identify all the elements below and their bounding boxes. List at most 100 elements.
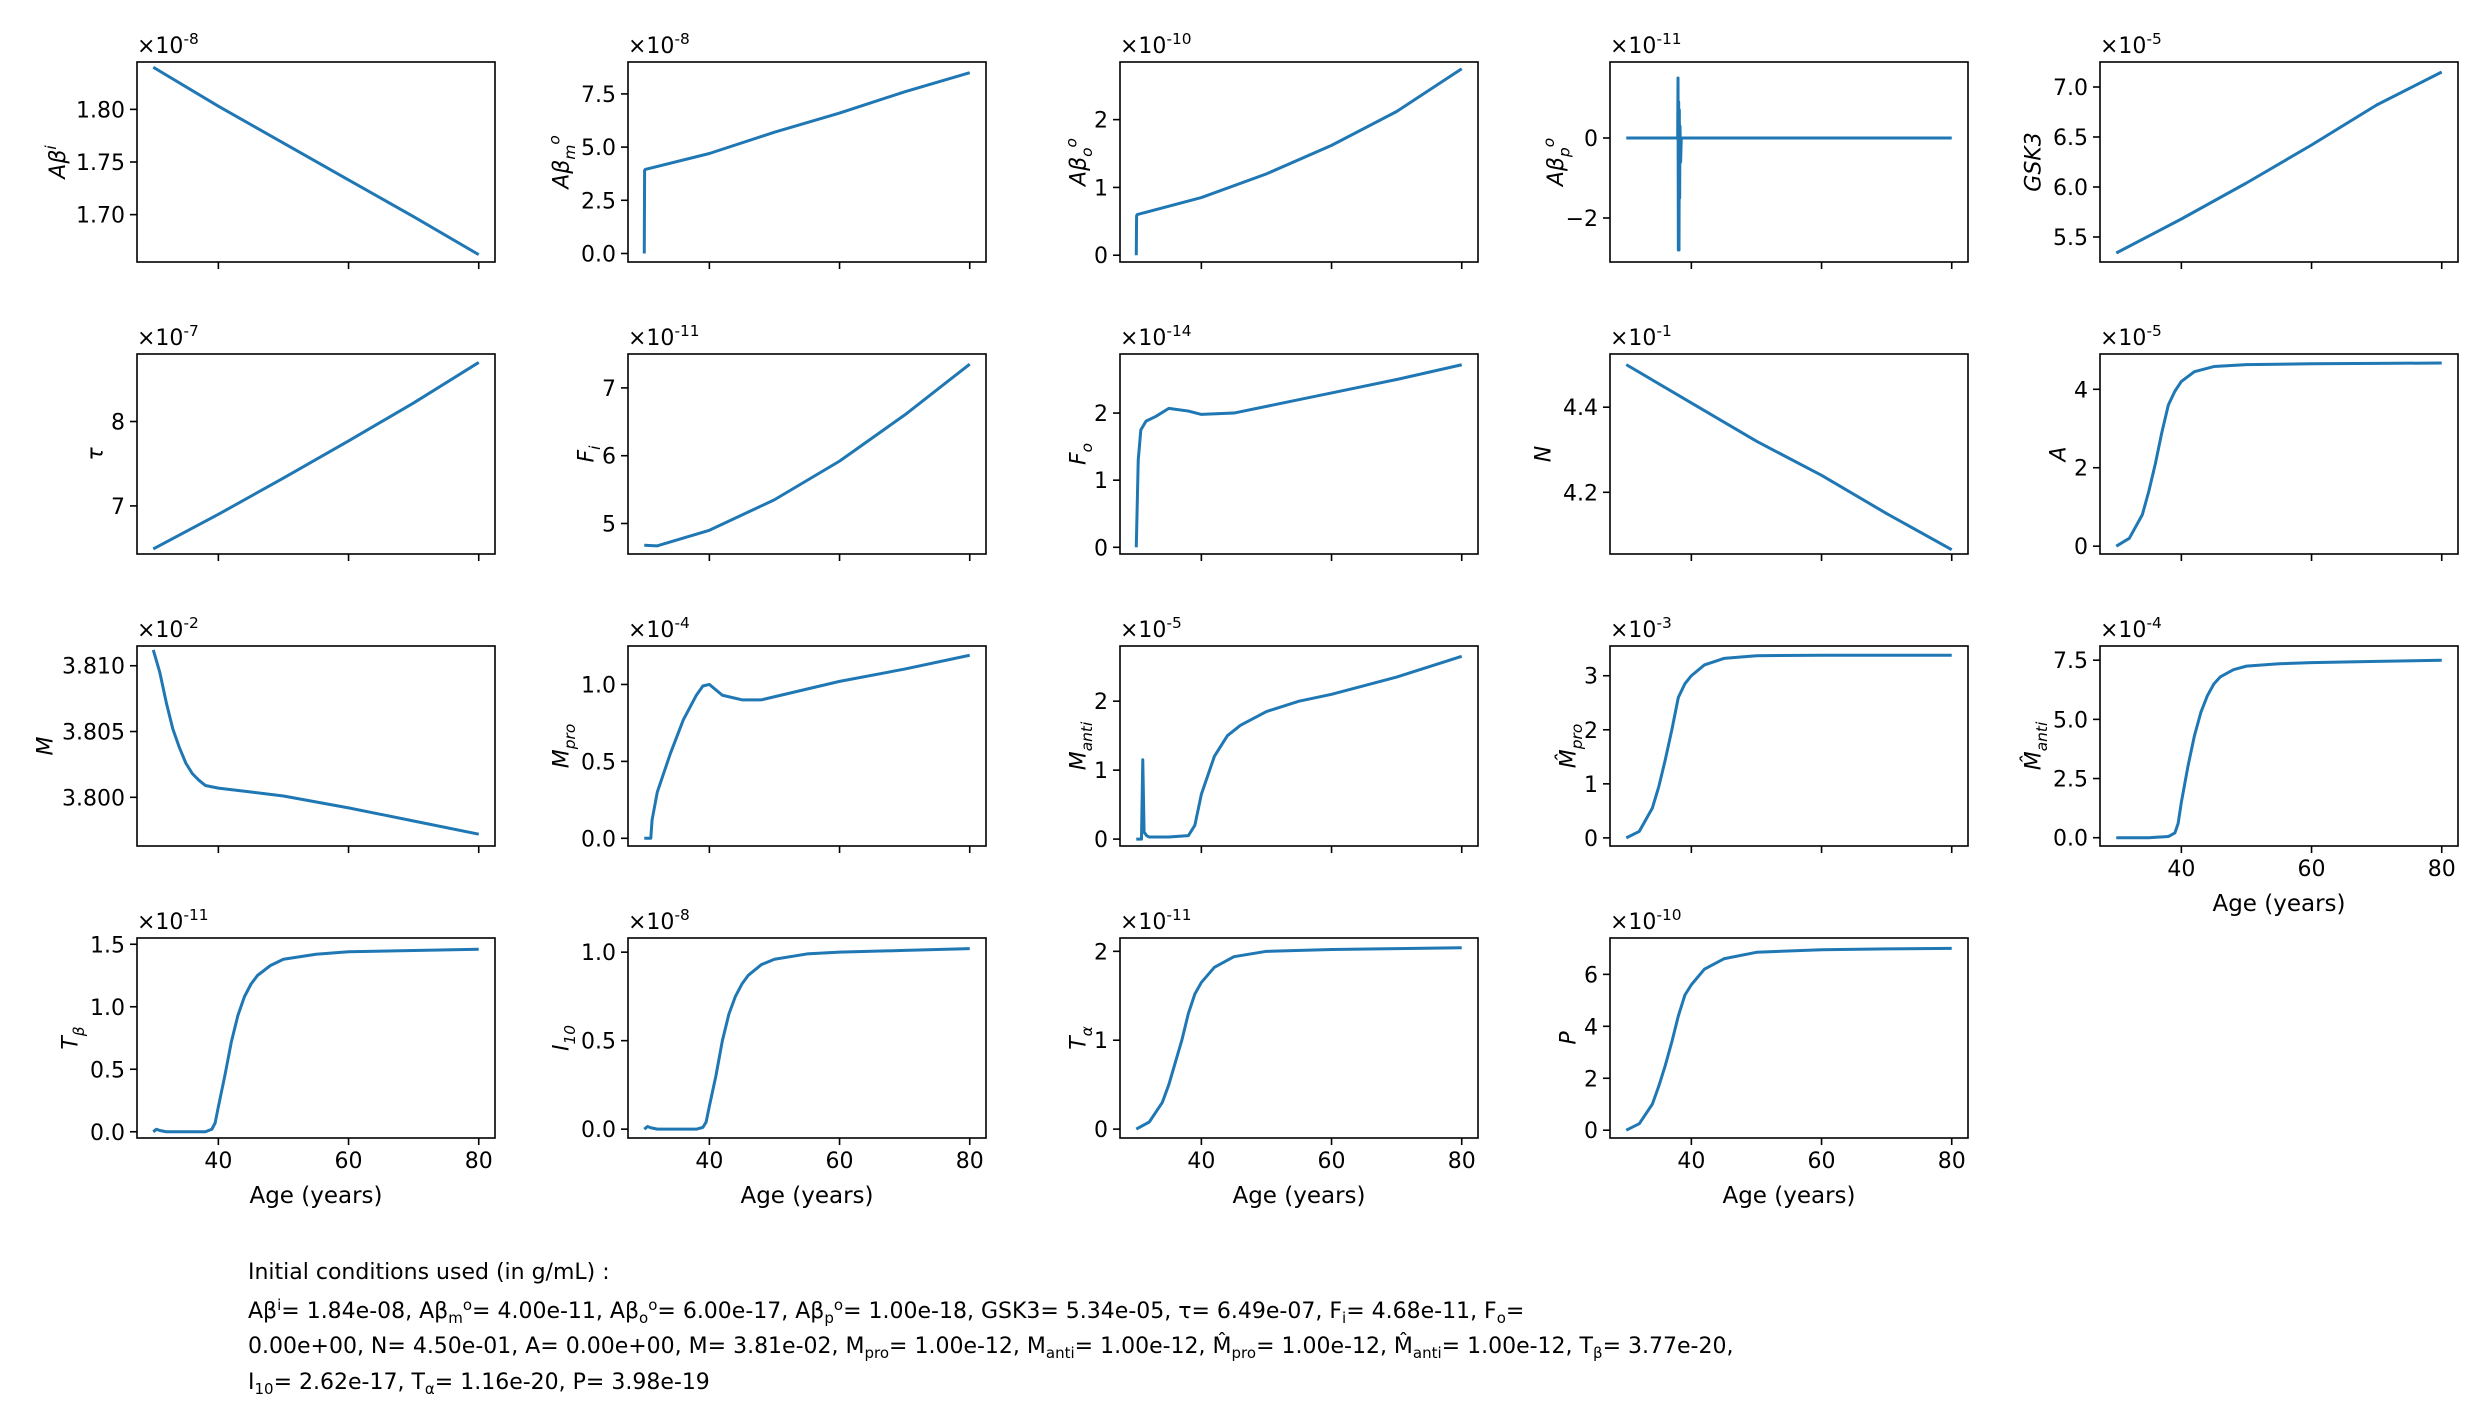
series-line (1626, 76, 1952, 252)
series-line (152, 947, 479, 1134)
y-tick-label: 0.5 (581, 1030, 616, 1055)
caption-title: Initial conditions used (in g/mL) : (248, 1260, 610, 1285)
subplot-3: 0 1 2 ×10-10​ Aβoo​ (1063, 30, 1479, 269)
subplot-6: 7 8 ×10-7​ τ (84, 322, 496, 561)
x-tick-label: 80 (1448, 1149, 1476, 1174)
y-tick-label: 1.0 (581, 941, 616, 966)
axes-frame (1119, 645, 1479, 847)
y-axis-label: M (34, 736, 59, 755)
axes-frame (2099, 645, 2459, 847)
y-tick-label: 7.0 (2053, 76, 2088, 101)
x-tick-label: 80 (465, 1149, 493, 1174)
y-axis-label: Aβoo​ (1063, 138, 1096, 188)
series-line (2116, 658, 2442, 840)
y-axis-label: I10​ (550, 1025, 580, 1051)
series-line (1134, 363, 1463, 548)
subplot-1: 1.70 1.75 1.80 ×10-8​ Aβi​ (42, 30, 496, 269)
y-tick-label: 1.70 (76, 204, 125, 229)
axes-frame (1119, 61, 1479, 263)
axes-frame (1609, 937, 1969, 1139)
y-tick-label: 1.5 (90, 933, 125, 958)
y-tick-label: 3.805 (62, 721, 125, 746)
y-tick-label: 2 (1584, 1067, 1598, 1092)
y-tick-label: 4.2 (1563, 481, 1598, 506)
y-tick-label: 0 (1584, 1119, 1598, 1144)
subplot-17: 40 60 80 0.0 0.5 1.0 ×10-8​ I10​ Age (years) (550, 906, 987, 1209)
x-tick-label: 60 (335, 1149, 363, 1174)
series-line (1625, 653, 1952, 840)
y-axis-label: Fo​ (1067, 443, 1097, 465)
y-tick-label: 3.800 (62, 786, 125, 811)
axis-exponent: ×10-8​ (628, 30, 690, 59)
y-tick-label: 0 (1094, 536, 1108, 561)
series-line (1625, 363, 1953, 552)
y-tick-label: 1 (1094, 176, 1108, 201)
axes-frame (627, 645, 987, 847)
subplot-18: 40 60 80 0 1 2 ×10-11​ Tα​ Age (years) (1067, 906, 1479, 1209)
axis-exponent: ×10-4​ (628, 614, 690, 643)
y-axis-label: Aβi​ (42, 145, 71, 181)
axis-exponent: ×10-5​ (2100, 322, 2162, 351)
axis-exponent: ×10-10​ (1610, 906, 1682, 935)
y-tick-label: 1 (1094, 469, 1108, 494)
y-tick-label: 5.5 (2053, 226, 2088, 251)
axis-exponent: ×10-11​ (1120, 906, 1192, 935)
x-axis-label: Age (years) (2212, 891, 2345, 917)
series-line (643, 947, 970, 1131)
series-line (152, 361, 480, 551)
y-tick-label: 6.5 (2053, 126, 2088, 151)
y-tick-label: 5.0 (2053, 708, 2088, 733)
axes-frame (1609, 61, 1969, 263)
y-tick-label: 4.4 (1563, 396, 1598, 421)
y-tick-label: 7.5 (2053, 649, 2088, 674)
x-tick-label: 80 (2428, 857, 2456, 882)
y-tick-label: 2.5 (581, 189, 616, 214)
x-tick-label: 60 (2298, 857, 2326, 882)
axes-frame (1609, 353, 1969, 555)
y-tick-label: 2 (1094, 940, 1108, 965)
subplot-19: 40 60 80 0 2 4 6 ×10-10​ P Age (years) (1557, 906, 1969, 1209)
series-line (2115, 361, 2442, 548)
y-tick-label: 0.5 (90, 1058, 125, 1083)
series-line (644, 362, 971, 548)
axis-exponent: ×10-7​ (137, 322, 199, 351)
x-tick-label: 60 (826, 1149, 854, 1174)
y-tick-label: 2 (1094, 690, 1108, 715)
subplot-13: 0 1 2 ×10-5​ Manti​ (1067, 614, 1479, 853)
y-tick-label: 0 (1584, 127, 1598, 152)
y-tick-label: 0.0 (581, 827, 616, 852)
subplot-11: 3.800 3.805 3.810 ×10-2​ M (34, 614, 496, 853)
axis-exponent: ×10-3​ (1610, 614, 1672, 643)
x-tick-label: 40 (695, 1149, 723, 1174)
x-axis-label: Age (years) (740, 1183, 873, 1209)
y-axis-label: M̂anti​ (2020, 721, 2051, 770)
subplot-9: 4.2 4.4 ×10-1​ N (1532, 322, 1969, 561)
axes-frame (1119, 937, 1479, 1139)
axes-frame (627, 61, 987, 263)
y-tick-label: 2 (1094, 109, 1108, 134)
y-tick-label: 1.80 (76, 98, 125, 123)
axis-exponent: ×10-5​ (2100, 30, 2162, 59)
y-tick-label: 7 (111, 495, 125, 520)
axes-frame (1609, 645, 1969, 847)
x-tick-label: 40 (204, 1149, 232, 1174)
y-tick-label: 0.0 (581, 242, 616, 267)
subplot-8: 0 1 2 ×10-14​ Fo​ (1067, 322, 1479, 561)
axes-frame (2099, 61, 2459, 263)
y-tick-label: 4 (1584, 1015, 1598, 1040)
y-tick-label: 0 (1094, 1118, 1108, 1143)
axis-exponent: ×10-11​ (628, 322, 700, 351)
y-tick-label: 1.75 (76, 151, 125, 176)
series-line (152, 65, 480, 256)
x-axis-label: Age (years) (249, 1183, 382, 1209)
x-tick-label: 40 (1187, 1149, 1215, 1174)
axis-exponent: ×10-8​ (137, 30, 199, 59)
y-axis-label: Tβ​ (59, 1026, 89, 1049)
axis-exponent: ×10-11​ (137, 906, 209, 935)
y-tick-label: 1.0 (90, 996, 125, 1021)
series-line (1625, 946, 1952, 1132)
series-line (1134, 67, 1463, 256)
subplot-5: 5.5 6.0 6.5 7.0 ×10-5​ GSK3 (2022, 30, 2459, 269)
subplot-16: 40 60 80 0.0 0.5 1.0 1.5 ×10-11​ Tβ​ Age (years) (59, 906, 496, 1209)
